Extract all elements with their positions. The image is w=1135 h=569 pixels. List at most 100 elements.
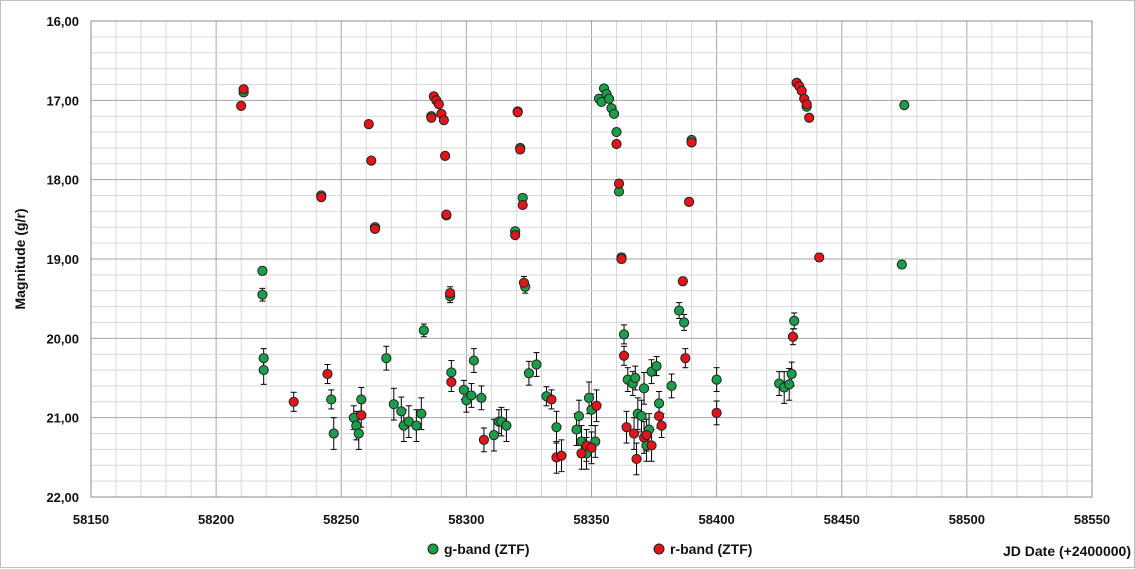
y-tick-label: 21,00 — [46, 411, 79, 426]
x-axis-title: JD Date (+2400000) — [1003, 543, 1131, 559]
g-band-series — [238, 77, 910, 459]
g-band-point — [468, 355, 479, 366]
g-band-point — [786, 368, 797, 380]
plot-area-border — [90, 20, 1093, 498]
g-band-point — [257, 289, 268, 300]
g-band-point — [388, 399, 399, 410]
g-band-point — [608, 108, 620, 119]
r-band-point — [438, 115, 449, 126]
r-band-point — [515, 144, 526, 155]
g-band-point — [784, 379, 795, 390]
r-band-point — [510, 230, 521, 241]
g-band-point — [356, 394, 367, 405]
legend-label-r-band: r-band (ZTF) — [670, 541, 752, 557]
r-band-point — [677, 276, 688, 287]
r-band-point — [445, 288, 456, 299]
r-band-point — [316, 192, 327, 203]
y-axis-title: Magnitude (g/r) — [12, 208, 28, 309]
r-band-point — [356, 410, 367, 421]
x-tick-label: 58300 — [448, 512, 484, 527]
g-band-point — [636, 410, 647, 422]
x-tick-label: 58500 — [949, 512, 985, 527]
r-band-point — [680, 353, 691, 364]
legend-label-g-band: g-band (ZTF) — [444, 541, 530, 557]
r-band-point — [478, 434, 489, 445]
r-band-point — [433, 99, 444, 110]
r-band-point — [366, 155, 377, 166]
r-band-point — [517, 199, 528, 211]
g-band-point — [551, 422, 562, 433]
y-tick-label: 22,00 — [46, 490, 79, 505]
g-band-point — [326, 394, 337, 405]
x-tick-label: 58150 — [73, 512, 109, 527]
g-band-point — [618, 329, 630, 340]
axis-layer: 58150 58200 58250 58300 58350 58400 58450 58500… — [46, 14, 1110, 527]
g-band-point — [653, 398, 665, 409]
g-band-point — [673, 305, 685, 316]
r-band-point — [363, 119, 374, 130]
r-band-point — [440, 150, 451, 161]
r-band-point — [804, 112, 815, 123]
g-band-point — [258, 353, 269, 364]
r-band-point — [446, 376, 457, 388]
g-band-point — [583, 392, 595, 403]
r-band-point — [711, 407, 722, 419]
g-band-point — [573, 410, 585, 422]
g-band-point — [396, 406, 407, 417]
g-band-point — [896, 259, 907, 270]
g-band-point — [458, 384, 469, 395]
r-band-point — [288, 396, 299, 407]
g-band-point — [899, 99, 910, 111]
x-tick-label: 58200 — [198, 512, 234, 527]
y-tick-label: 20,00 — [46, 331, 79, 346]
y-tick-label: 16,00 — [46, 14, 79, 29]
r-band-point — [236, 100, 247, 111]
g-band-point — [476, 392, 487, 403]
r-band-point — [653, 410, 665, 422]
x-tick-label: 58550 — [1074, 512, 1110, 527]
r-band-point — [613, 178, 625, 189]
g-band-point — [638, 383, 650, 394]
g-band-point — [328, 428, 339, 439]
r-band-point — [586, 442, 597, 453]
r-band-point — [369, 223, 381, 234]
r-band-point — [646, 440, 657, 451]
r-band-point — [556, 450, 567, 461]
g-band-point — [416, 408, 427, 419]
x-tick-label: 58400 — [699, 512, 735, 527]
g-band-point — [666, 380, 677, 392]
g-band-point — [418, 325, 429, 336]
r-band-point — [426, 112, 437, 123]
g-band-point — [630, 372, 641, 384]
r-band-point — [683, 196, 695, 207]
g-band-point — [531, 359, 542, 370]
g-band-point — [381, 353, 392, 364]
r-band-point — [518, 277, 530, 288]
r-band-point — [322, 368, 333, 380]
r-band-point — [656, 420, 667, 431]
x-tick-label: 58350 — [573, 512, 609, 527]
r-band-point — [787, 331, 799, 342]
r-band-series — [236, 77, 825, 465]
g-band-point — [488, 430, 500, 441]
r-band-point — [628, 428, 640, 439]
g-band-point — [789, 315, 800, 326]
g-band-point — [501, 420, 512, 431]
g-band-point — [523, 368, 535, 379]
g-band-point — [411, 420, 422, 431]
r-band-point — [686, 137, 697, 148]
r-band-point — [621, 422, 632, 433]
g-band-point — [611, 126, 622, 138]
r-band-point — [616, 253, 627, 265]
g-band-point — [571, 424, 582, 435]
r-band-point — [631, 453, 642, 465]
g-band-point — [711, 374, 722, 385]
x-tick-label: 58250 — [323, 512, 359, 527]
r-band-point — [546, 394, 557, 405]
g-band-point — [651, 361, 662, 372]
r-band-point — [441, 209, 452, 220]
r-band-point — [814, 252, 825, 263]
y-tick-label: 18,00 — [46, 173, 79, 188]
legend: g-band (ZTF) r-band (ZTF) — [427, 541, 752, 557]
